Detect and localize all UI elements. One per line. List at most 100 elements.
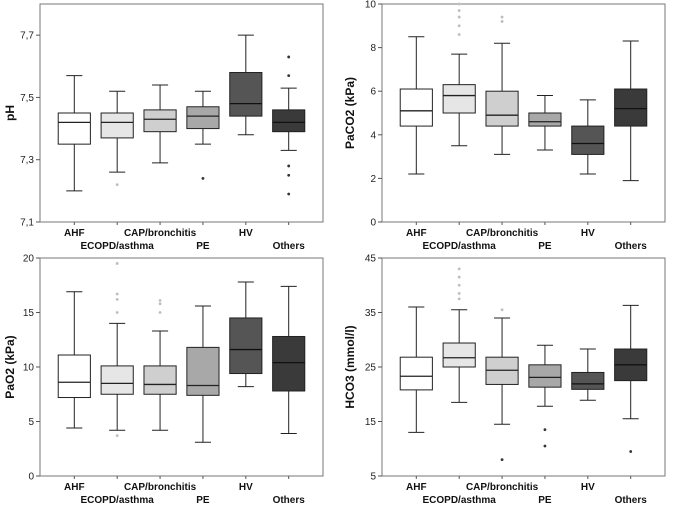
x-category-label: Others bbox=[273, 241, 306, 252]
x-category-label: ECOPD/asthma bbox=[81, 495, 155, 506]
iqr-box bbox=[57, 354, 91, 399]
outlier-point bbox=[287, 173, 291, 177]
y-tick-label: 5 bbox=[28, 417, 34, 428]
outlier-point bbox=[115, 262, 119, 265]
iqr-box bbox=[272, 335, 306, 392]
chart-panel-2: 0 2 4 6 8 10 PaCO2 (kPa) AHF ECOPD/asthma CAP/bro… bbox=[343, 0, 666, 252]
y-tick-label: 0 bbox=[370, 218, 376, 229]
y-tick-label: 15 bbox=[23, 308, 35, 319]
outlier-point bbox=[500, 308, 504, 312]
x-category-label: HV bbox=[581, 482, 595, 493]
x-category-label: Others bbox=[273, 495, 306, 506]
y-tick-label: 4 bbox=[370, 130, 376, 141]
box-hv bbox=[229, 281, 263, 388]
box-pe bbox=[186, 305, 220, 443]
y-tick-label: 0 bbox=[28, 472, 34, 483]
y-axis-title: HCO3 (mmol/l) bbox=[343, 325, 357, 408]
x-category-label: CAP/bronchitis bbox=[124, 228, 197, 239]
x-category-label: PE bbox=[538, 241, 552, 252]
y-axis-title: PaO2 (kPa) bbox=[3, 335, 17, 398]
box-cap-bronchitis bbox=[485, 15, 519, 155]
x-category-label: Others bbox=[615, 495, 648, 506]
y-tick-label: 10 bbox=[23, 363, 35, 374]
outlier-point bbox=[158, 299, 162, 302]
y-tick-label: 7,3 bbox=[20, 155, 34, 166]
box-hv bbox=[229, 34, 263, 136]
outlier-point bbox=[115, 298, 119, 301]
x-category-label: PE bbox=[196, 241, 210, 252]
box-ecopd-asthma bbox=[100, 90, 134, 187]
x-category-label: HV bbox=[239, 228, 253, 239]
outlier-point bbox=[115, 183, 119, 187]
y-tick-label: 2 bbox=[370, 174, 376, 185]
x-category-label: HV bbox=[239, 482, 253, 493]
box-cap-bronchitis bbox=[143, 84, 177, 164]
x-category-label: CAP/bronchitis bbox=[466, 482, 539, 493]
outlier-point bbox=[457, 275, 461, 279]
y-tick-label: 5 bbox=[370, 472, 376, 483]
y-tick-label: 7,1 bbox=[20, 218, 34, 229]
iqr-box bbox=[186, 346, 220, 396]
x-category-label: PE bbox=[196, 495, 210, 506]
iqr-box bbox=[229, 72, 263, 117]
outlier-point bbox=[457, 24, 461, 28]
y-tick-label: 10 bbox=[365, 0, 377, 11]
y-tick-label: 6 bbox=[370, 87, 376, 98]
x-category-label: CAP/bronchitis bbox=[124, 482, 197, 493]
chart-panel-3: 0 5 10 15 20 PaO2 (kPa) AHF ECOPD/asthma CAP/bro… bbox=[3, 254, 324, 506]
box-others bbox=[272, 55, 306, 196]
box-hv bbox=[571, 99, 605, 175]
outlier-point bbox=[629, 450, 633, 453]
chart-panel-1: 7,1 7,3 7,5 7,7 pH AHF ECOPD/asthma CAP/bronchi… bbox=[3, 3, 324, 252]
y-axis-title: pH bbox=[3, 105, 17, 121]
box-cap-bronchitis bbox=[143, 299, 177, 431]
x-category-label: HV bbox=[581, 228, 595, 239]
x-category-label: ECOPD/asthma bbox=[81, 241, 155, 252]
iqr-box bbox=[272, 109, 306, 133]
y-tick-label: 15 bbox=[365, 417, 377, 428]
iqr-box bbox=[485, 90, 519, 127]
iqr-box bbox=[442, 84, 476, 114]
outlier-point bbox=[287, 55, 291, 59]
outlier-point bbox=[500, 458, 504, 462]
outlier-point bbox=[543, 428, 547, 432]
x-category-label: Others bbox=[615, 241, 648, 252]
box-others bbox=[272, 285, 306, 434]
iqr-box bbox=[528, 112, 562, 127]
outlier-point bbox=[457, 9, 461, 12]
box-ahf bbox=[57, 291, 91, 429]
box-ahf bbox=[57, 75, 91, 192]
chart-panel-4: 5 15 25 35 45 HCO3 (mmol/l) AHF ECOPD/asthma CAP… bbox=[343, 254, 666, 506]
outlier-point bbox=[287, 164, 291, 168]
outlier-point bbox=[287, 74, 291, 78]
iqr-box bbox=[399, 356, 433, 391]
y-tick-label: 7,5 bbox=[20, 93, 34, 104]
box-pe bbox=[528, 344, 562, 448]
box-ahf bbox=[399, 306, 433, 433]
box-ahf bbox=[399, 36, 433, 175]
box-others bbox=[614, 304, 648, 453]
box-ecopd-asthma bbox=[442, 267, 476, 403]
outlier-point bbox=[457, 297, 461, 301]
outlier-point bbox=[158, 302, 162, 306]
outlier-point bbox=[115, 311, 119, 314]
x-category-label: AHF bbox=[64, 228, 85, 239]
iqr-box bbox=[100, 112, 134, 139]
iqr-box bbox=[571, 125, 605, 155]
x-category-label: AHF bbox=[406, 482, 427, 493]
y-tick-label: 25 bbox=[365, 363, 377, 374]
x-category-label: AHF bbox=[64, 482, 85, 493]
outlier-point bbox=[115, 292, 119, 296]
outlier-point bbox=[457, 292, 461, 295]
outlier-point bbox=[457, 2, 461, 6]
y-tick-label: 20 bbox=[23, 254, 35, 265]
iqr-box bbox=[614, 88, 648, 127]
iqr-box bbox=[57, 112, 91, 145]
outlier-point bbox=[201, 177, 205, 180]
box-pe bbox=[528, 95, 562, 151]
x-category-label: PE bbox=[538, 495, 552, 506]
outlier-point bbox=[500, 20, 504, 23]
iqr-box bbox=[571, 371, 605, 390]
y-tick-label: 45 bbox=[365, 254, 377, 265]
iqr-box bbox=[100, 365, 134, 395]
